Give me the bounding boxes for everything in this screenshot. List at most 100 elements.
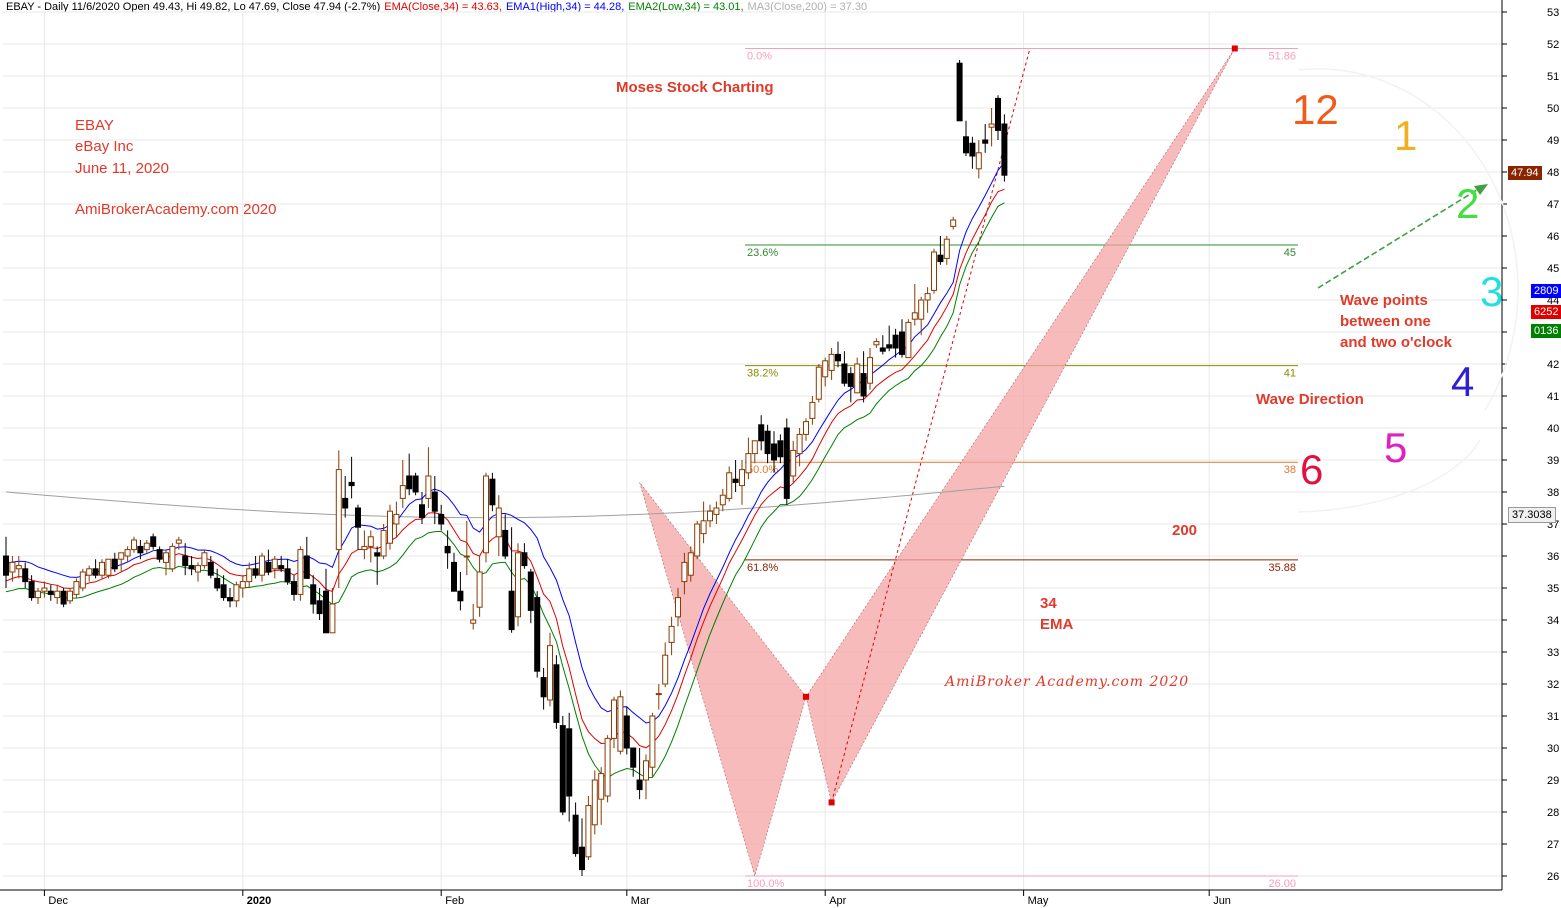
clock-arc (1297, 68, 1519, 513)
ticker-label: EBAY (75, 117, 114, 134)
candle-body (764, 430, 771, 455)
clock-4: 4 (1451, 358, 1475, 405)
candle-body (963, 136, 969, 154)
ema-label: EMA (1040, 616, 1074, 633)
candle-body (879, 347, 886, 352)
candle-body (502, 529, 509, 557)
wave-note-1: Wave points (1340, 292, 1428, 309)
ema-high-tag: 2809 (1531, 284, 1561, 298)
candle-body (419, 504, 425, 519)
candle-body (22, 568, 29, 583)
candle-body (815, 366, 822, 400)
candle-body (425, 475, 432, 499)
y-tick-label: 27 (1547, 839, 1559, 851)
candle-body (995, 97, 1001, 131)
candle-body (265, 561, 272, 573)
harmonic-pattern (639, 45, 1238, 878)
candle-body (438, 513, 445, 525)
candle-body (342, 497, 349, 509)
y-tick-label: 31 (1547, 711, 1559, 723)
candle-body (751, 440, 758, 455)
y-tick-label: 30 (1547, 743, 1559, 755)
candle-body (636, 779, 643, 791)
ma200-tag: 37.3038 (1508, 507, 1556, 523)
candle-body (297, 549, 304, 595)
candles (3, 60, 1008, 876)
candle-body (988, 123, 995, 128)
candle-body (323, 590, 329, 634)
candle-body (611, 699, 617, 739)
x-tick-label: 2020 (247, 895, 271, 907)
candle-body (431, 491, 438, 512)
candle-body (79, 571, 86, 589)
candle-body (655, 693, 662, 696)
candle-body (835, 353, 841, 362)
fib-price-label: 26.00 (1268, 878, 1296, 890)
candle-body (47, 590, 54, 595)
candle-body (527, 571, 534, 611)
y-tick-label: 47 (1547, 199, 1559, 211)
fib-price-label: 41 (1284, 368, 1296, 380)
y-tick-label: 32 (1547, 679, 1559, 691)
candle-body (617, 696, 624, 752)
clock-3: 3 (1480, 268, 1504, 315)
candle-body (54, 590, 61, 599)
pattern-triangle (805, 48, 1236, 804)
candle-body (201, 552, 208, 567)
candle-body (860, 373, 867, 397)
header-ma200: MA3(Close,200) = 37.30 (747, 1, 868, 13)
fib-percent-label: 100.0% (747, 878, 785, 890)
candle-body (931, 251, 937, 291)
candle-body (675, 597, 681, 618)
candle-body (361, 545, 368, 551)
candle-body (937, 254, 944, 263)
candle-body (35, 590, 41, 599)
candle-body (3, 555, 9, 576)
candle-body (777, 440, 784, 458)
clock-2: 2 (1456, 180, 1480, 227)
chart-header: EBAY - Daily 11/6/2020 Open 49.43, Hi 49… (6, 1, 871, 13)
candle-body (515, 552, 521, 618)
company-label: eBay Inc (75, 138, 134, 155)
candle-body (598, 773, 605, 800)
candle-body (508, 590, 515, 631)
candle-body (227, 597, 233, 602)
fib-percent-label: 61.8% (747, 562, 778, 574)
candle-body (918, 299, 925, 320)
candle-body (156, 549, 163, 560)
candle-body (15, 565, 22, 570)
candle-body (380, 529, 387, 557)
candle-body (163, 552, 169, 563)
candle-body (284, 568, 291, 583)
candle-body (387, 510, 393, 544)
candle-body (451, 561, 457, 592)
wave-direction-label: Wave Direction (1256, 391, 1364, 408)
candle-body (444, 545, 451, 554)
pattern-point (803, 693, 809, 700)
y-tick-label: 38 (1547, 487, 1559, 499)
x-tick-label: Feb (445, 895, 464, 907)
y-tick-label: 26 (1547, 871, 1559, 883)
candle-body (847, 373, 854, 387)
candle-body (687, 552, 694, 576)
pattern-point (1231, 45, 1238, 52)
candle-body (719, 494, 726, 506)
header-ema2: EMA2(Low,34) = 43.01, (628, 1, 744, 13)
candle-body (700, 520, 707, 535)
candle-body (67, 590, 73, 602)
candle-body (822, 360, 829, 378)
ma200-label: 200 (1172, 522, 1198, 539)
ema34-number-label: 34 (1040, 595, 1057, 612)
x-tick-label: May (1028, 895, 1049, 907)
candle-body (476, 571, 483, 608)
candle-body (195, 565, 201, 573)
clock-face (1297, 68, 1519, 513)
pattern-point (828, 799, 835, 806)
candle-body (745, 453, 752, 474)
candle-body (969, 142, 976, 157)
candle-body (873, 341, 880, 346)
candle-body (291, 581, 297, 595)
candle-body (86, 568, 93, 576)
candle-body (73, 581, 80, 595)
